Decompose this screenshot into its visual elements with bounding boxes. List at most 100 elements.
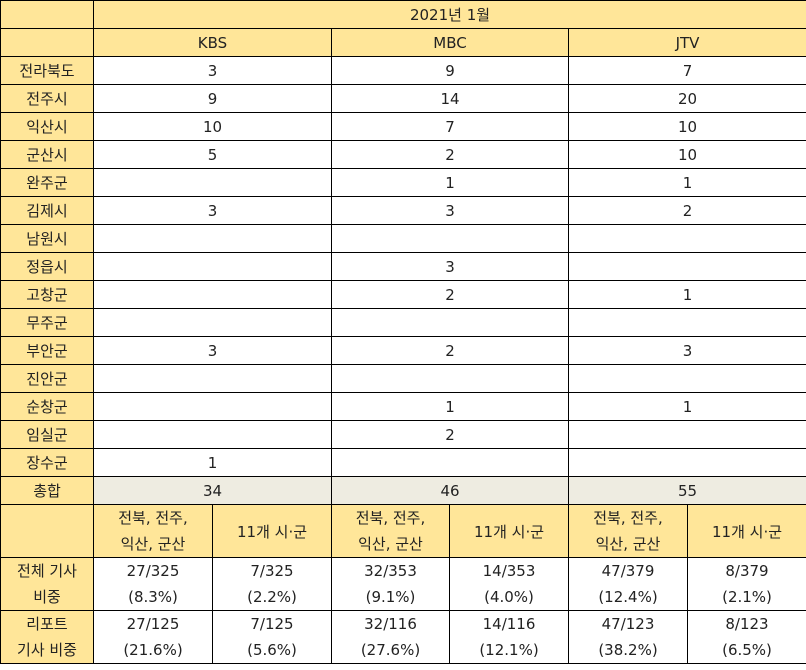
count-mbc: 9 — [331, 56, 569, 85]
count-mbc: 2 — [331, 336, 569, 365]
count-kbs — [93, 364, 332, 393]
count-jtv — [568, 308, 806, 337]
count-kbs — [93, 224, 332, 253]
share-report-row: 리포트 기사 비중 27/125 (21.6%) 7/125 (5.6%) 32/11… — [0, 610, 806, 664]
share-cell: 7/125 (5.6%) — [212, 610, 332, 664]
count-jtv: 1 — [568, 168, 806, 197]
count-mbc: 2 — [331, 140, 569, 169]
count-kbs: 9 — [93, 84, 332, 113]
count-kbs: 1 — [93, 448, 332, 477]
region-row: 전주시 9 14 20 — [0, 84, 806, 113]
region-label: 진안군 — [0, 364, 94, 393]
region-label: 전주시 — [0, 84, 94, 113]
count-mbc: 1 — [331, 392, 569, 421]
region-label: 고창군 — [0, 280, 94, 309]
share-cell: 14/116 (12.1%) — [449, 610, 569, 664]
count-kbs: 3 — [93, 336, 332, 365]
region-label: 부안군 — [0, 336, 94, 365]
count-kbs — [93, 252, 332, 281]
total-jtv: 55 — [568, 476, 806, 505]
region-label: 무주군 — [0, 308, 94, 337]
total-mbc: 46 — [331, 476, 569, 505]
region-row: 무주군 — [0, 308, 806, 337]
corner-cell — [0, 28, 94, 57]
kbs-major-cities-header: 전북, 전주, 익산, 군산 — [93, 504, 213, 558]
kbs-other-counties-header: 11개 시·군 — [212, 504, 332, 558]
count-mbc: 3 — [331, 196, 569, 225]
region-label: 순창군 — [0, 392, 94, 421]
count-jtv: 1 — [568, 392, 806, 421]
total-kbs: 34 — [93, 476, 332, 505]
subheader-row: 전북, 전주, 익산, 군산 11개 시·군 전북, 전주, 익산, 군산 11개 … — [0, 504, 806, 558]
mbc-major-cities-header: 전북, 전주, 익산, 군산 — [331, 504, 450, 558]
region-row: 익산시 10 7 10 — [0, 112, 806, 141]
count-mbc: 7 — [331, 112, 569, 141]
region-row: 완주군 1 1 — [0, 168, 806, 197]
share-cell: 47/123 (38.2%) — [568, 610, 688, 664]
region-label: 임실군 — [0, 420, 94, 449]
count-mbc — [331, 448, 569, 477]
region-row: 진안군 — [0, 364, 806, 393]
count-jtv: 10 — [568, 140, 806, 169]
count-kbs: 5 — [93, 140, 332, 169]
count-kbs — [93, 420, 332, 449]
share-cell: 8/379 (2.1%) — [687, 557, 806, 611]
share-cell: 32/353 (9.1%) — [331, 557, 450, 611]
count-jtv — [568, 252, 806, 281]
region-label: 완주군 — [0, 168, 94, 197]
count-mbc: 2 — [331, 420, 569, 449]
share-cell: 8/123 (6.5%) — [687, 610, 806, 664]
count-jtv — [568, 448, 806, 477]
count-mbc — [331, 364, 569, 393]
region-row: 순창군 1 1 — [0, 392, 806, 421]
count-kbs — [93, 308, 332, 337]
count-mbc: 14 — [331, 84, 569, 113]
count-mbc: 1 — [331, 168, 569, 197]
period-header-row: 2021년 1월 — [0, 0, 806, 29]
region-label: 김제시 — [0, 196, 94, 225]
count-jtv — [568, 224, 806, 253]
count-mbc: 2 — [331, 280, 569, 309]
total-label: 총합 — [0, 476, 94, 505]
count-kbs — [93, 280, 332, 309]
share-cell: 27/125 (21.6%) — [93, 610, 213, 664]
region-row: 정읍시 3 — [0, 252, 806, 281]
count-kbs: 3 — [93, 56, 332, 85]
channel-mbc-header: MBC — [331, 28, 569, 57]
share-cell: 14/353 (4.0%) — [449, 557, 569, 611]
jtv-major-cities-header: 전북, 전주, 익산, 군산 — [568, 504, 688, 558]
count-mbc — [331, 224, 569, 253]
share-all-label: 전체 기사 비중 — [0, 557, 94, 611]
share-all-row: 전체 기사 비중 27/325 (8.3%) 7/325 (2.2%) 32/353(… — [0, 557, 806, 611]
count-jtv: 20 — [568, 84, 806, 113]
count-jtv — [568, 364, 806, 393]
share-cell: 32/116 (27.6%) — [331, 610, 450, 664]
period-header: 2021년 1월 — [93, 0, 806, 29]
region-label: 정읍시 — [0, 252, 94, 281]
region-label: 남원시 — [0, 224, 94, 253]
count-jtv — [568, 420, 806, 449]
region-row: 고창군 2 1 — [0, 280, 806, 309]
share-report-label: 리포트 기사 비중 — [0, 610, 94, 664]
jtv-other-counties-header: 11개 시·군 — [687, 504, 806, 558]
region-row: 김제시 3 3 2 — [0, 196, 806, 225]
region-label: 장수군 — [0, 448, 94, 477]
count-mbc: 3 — [331, 252, 569, 281]
region-row: 남원시 — [0, 224, 806, 253]
region-row: 장수군 1 — [0, 448, 806, 477]
region-row: 부안군 3 2 3 — [0, 336, 806, 365]
channel-jtv-header: JTV — [568, 28, 806, 57]
count-jtv: 10 — [568, 112, 806, 141]
share-cell: 47/379 (12.4%) — [568, 557, 688, 611]
share-cell: 7/325 (2.2%) — [212, 557, 332, 611]
region-label: 전라북도 — [0, 56, 94, 85]
region-row: 전라북도 3 9 7 — [0, 56, 806, 85]
mbc-other-counties-header: 11개 시·군 — [449, 504, 569, 558]
count-jtv: 2 — [568, 196, 806, 225]
count-jtv: 7 — [568, 56, 806, 85]
channel-header-row: KBS MBC JTV — [0, 28, 806, 57]
count-mbc — [331, 308, 569, 337]
count-kbs: 3 — [93, 196, 332, 225]
region-row: 임실군 2 — [0, 420, 806, 449]
